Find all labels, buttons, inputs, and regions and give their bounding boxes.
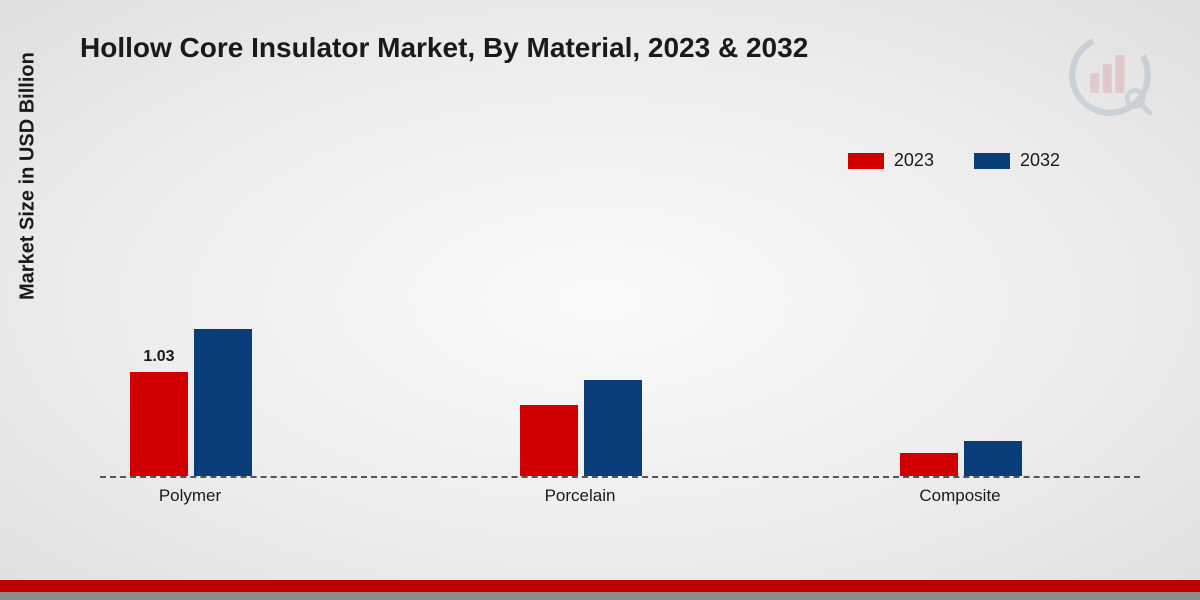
bar-2032-porcelain xyxy=(584,380,642,476)
y-axis-label: Market Size in USD Billion xyxy=(17,52,40,300)
bar-group-composite xyxy=(900,441,1060,476)
plot-area: 1.03 Polymer Porcelain Composite xyxy=(100,110,1140,510)
x-category-label: Porcelain xyxy=(500,486,660,506)
bar-group-polymer: 1.03 xyxy=(130,329,290,476)
bar-2023-porcelain xyxy=(520,405,578,476)
footer-band xyxy=(0,580,1200,600)
bar-2023-polymer: 1.03 xyxy=(130,372,188,476)
bar-2032-polymer xyxy=(194,329,252,476)
x-category-label: Composite xyxy=(880,486,1040,506)
chart-title: Hollow Core Insulator Market, By Materia… xyxy=(80,32,808,64)
bar-value-label: 1.03 xyxy=(143,348,174,366)
bar-group-porcelain xyxy=(520,380,680,476)
x-axis-baseline xyxy=(100,476,1140,478)
bar-2023-composite xyxy=(900,453,958,476)
bar-2032-composite xyxy=(964,441,1022,476)
brand-logo-icon xyxy=(1065,30,1155,120)
footer-grey-stripe xyxy=(0,592,1200,600)
x-category-label: Polymer xyxy=(110,486,270,506)
footer-red-stripe xyxy=(0,580,1200,592)
